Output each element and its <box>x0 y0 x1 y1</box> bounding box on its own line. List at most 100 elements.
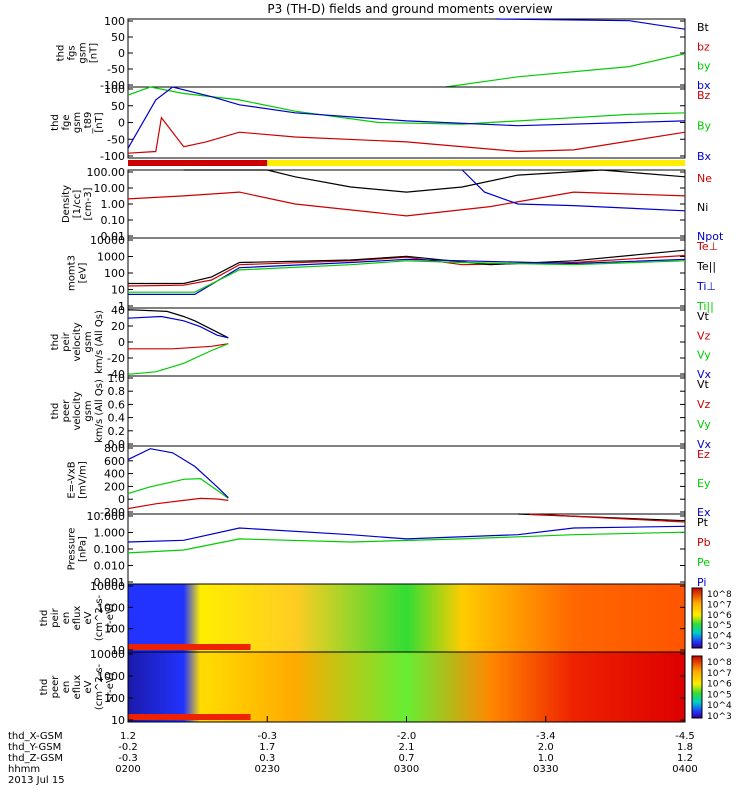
x-tick-label: 0.3 <box>259 753 275 764</box>
y-axis-label: velocity <box>72 322 83 361</box>
x-tick-label: 2.1 <box>399 742 415 753</box>
x-tick-label: 0300 <box>394 764 419 775</box>
x-axis-row-label: hhmm <box>8 764 40 775</box>
colorbar-tick-label: 10^7 <box>707 669 732 679</box>
legend-label: Pe <box>697 556 710 569</box>
colorbar-tick-label: 10^5 <box>707 621 732 631</box>
y-axis-label: momt3 <box>67 255 78 291</box>
y-tick-label: 0 <box>118 117 125 130</box>
y-axis-label: thd <box>50 114 61 131</box>
heatmap-image <box>128 584 685 652</box>
x-tick-label: -0.3 <box>118 753 138 764</box>
y-tick-label: 10.00 <box>94 182 126 195</box>
legend-label: Vz <box>697 329 711 342</box>
series-line-by <box>445 53 686 88</box>
colorbar-tick-label: 10^4 <box>707 632 732 642</box>
y-tick-label: 600 <box>104 455 125 468</box>
series-line-Ni <box>183 169 686 193</box>
legend-label: Pb <box>697 536 711 549</box>
y-tick-label: 50 <box>111 31 125 44</box>
series-line-Vx <box>127 315 229 339</box>
x-tick-label: 0230 <box>255 764 280 775</box>
series-line-Bz <box>127 116 686 154</box>
series-line-Te⊥ <box>127 254 686 287</box>
y-axis-label: en <box>61 612 72 625</box>
y-tick-label: 0 <box>118 47 125 60</box>
legend-label: Ti|| <box>696 300 714 313</box>
y-axis-label: gsm <box>78 42 89 63</box>
x-tick-label: -3.4 <box>536 731 556 742</box>
y-axis-label: thd <box>39 610 50 627</box>
legend-label: Bt <box>697 21 710 34</box>
y-axis-label: [mV/m] <box>78 461 89 499</box>
y-axis-label: [eV] <box>78 263 89 284</box>
y-tick-label: 40 <box>111 304 125 317</box>
legend-label: Ti⊥ <box>696 280 716 293</box>
y-tick-label: 800 <box>104 442 125 455</box>
legend-label: By <box>697 120 712 133</box>
series-line-Ne <box>127 191 686 217</box>
y-tick-label: 1.00 <box>101 198 126 211</box>
heatmap-low-energy-band <box>128 644 251 650</box>
panel-frame <box>127 513 686 585</box>
figure-title: P3 (TH-D) fields and ground moments over… <box>267 2 552 16</box>
x-tick-label: 1.8 <box>677 742 693 753</box>
y-tick-label: 10 <box>111 644 125 657</box>
y-tick-label: 1 <box>118 300 125 313</box>
x-axis-row-label: thd_Y-GSM <box>8 742 61 753</box>
panel-fgs: 100 50 0 -50 -100 thd fgs gsm [nT] Bt bz by bx <box>56 15 711 92</box>
y-tick-label: 0.01 <box>101 230 126 243</box>
y-tick-label: 100 <box>104 623 125 636</box>
x-tick-label: -2.0 <box>397 731 417 742</box>
legend-label: Pt <box>697 516 709 529</box>
y-tick-label: 0.8 <box>108 385 126 398</box>
status-bar-yellow <box>267 160 685 166</box>
y-tick-label: 400 <box>104 468 125 481</box>
legend-label: Ni <box>697 201 708 214</box>
colorbar-tick-label: 10^3 <box>707 712 732 722</box>
panel-fge: 100 50 0 -50 -100 thd fge gsm _t89 [nT] Bz By Bx <box>50 83 712 163</box>
series-line-Pe <box>127 531 686 554</box>
panel-peer: 1.00.80.60.40.20.0 thd peer velocity gsm km/s… <box>50 372 712 451</box>
y-axis-label: Density <box>61 185 72 223</box>
y-axis-label: [nT] <box>89 43 100 63</box>
y-axis-label: sr-eV) <box>105 603 116 632</box>
series-line-Ti|| <box>128 260 686 293</box>
y-axis-label: km/s (All Qs) <box>94 310 105 374</box>
y-axis-label: km/s (All Qs) <box>94 379 105 443</box>
colorbar-tick-label: 10^7 <box>707 600 732 610</box>
y-axis-label: eflux <box>72 606 83 631</box>
y-tick-label: 100.00 <box>87 166 126 179</box>
series-line-Vz <box>128 343 229 350</box>
legend-label: Npot <box>697 230 724 243</box>
y-tick-label: -100 <box>100 79 125 92</box>
x-tick-label: -4.5 <box>675 731 695 742</box>
y-axis-label: gsm <box>72 112 83 133</box>
y-tick-label: -50 <box>107 133 125 146</box>
y-axis-label: peer <box>61 399 72 423</box>
y-axis-label: (cm^2-s- <box>94 594 105 641</box>
y-axis-label: thd <box>56 45 67 62</box>
legend-label: Ex <box>697 506 711 519</box>
y-tick-label: 10000 <box>90 580 125 593</box>
legend-label: bz <box>697 40 710 53</box>
y-axis-label: [nT] <box>94 112 105 132</box>
colorbar <box>691 587 703 649</box>
y-tick-label: 1000 <box>97 670 125 683</box>
y-tick-label: 0.6 <box>108 398 126 411</box>
legend-label: by <box>697 60 711 73</box>
legend-label: Pi <box>697 576 706 589</box>
y-tick-label: 0 <box>118 493 125 506</box>
panel-density: 100.00 10.00 1.00 0.10 0.01 Density [1/cc] [cm-… <box>61 166 724 243</box>
x-tick-label: 2.0 <box>538 742 554 753</box>
y-tick-label: -100 <box>100 150 125 163</box>
panel-momt3: 10000 1000 100 10 1 momt3 [eV] Te⊥ Te|| Ti⊥ Ti|| <box>67 234 719 313</box>
y-axis-label: peer <box>50 675 61 699</box>
legend-label: Vz <box>697 398 711 411</box>
colorbar-tick-label: 10^8 <box>707 658 732 668</box>
colorbar-tick-label: 10^5 <box>707 690 732 700</box>
y-axis-label: E=-VxB <box>67 461 78 498</box>
y-axis-label: thd <box>50 403 61 420</box>
